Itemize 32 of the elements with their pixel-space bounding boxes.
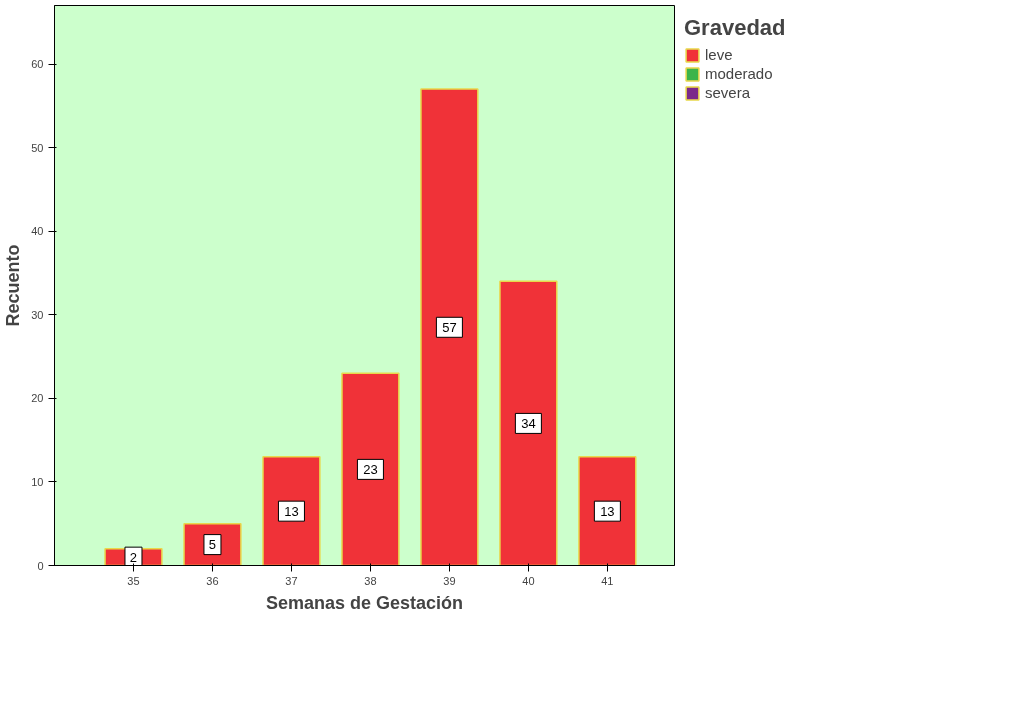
legend-label: leve: [705, 46, 733, 63]
x-axis-title: Semanas de Gestación: [265, 592, 464, 613]
bar: [499, 280, 558, 566]
bar: [341, 372, 400, 566]
data-label: 2: [129, 549, 138, 565]
y-tick-label: 30: [31, 308, 44, 321]
y-tick-label: 50: [31, 141, 44, 154]
x-tick-label: 38: [364, 574, 377, 587]
legend-title: Gravedad: [684, 15, 786, 41]
data-label: 13: [600, 503, 615, 519]
bar: [420, 88, 479, 566]
x-tick-label: 40: [522, 574, 535, 587]
legend-label: severa: [705, 84, 751, 101]
y-tick-label: 0: [37, 559, 44, 572]
y-tick-label: 20: [31, 392, 44, 405]
y-axis-title: Recuento: [3, 244, 24, 327]
data-label: 5: [208, 537, 217, 553]
y-tick-label: 40: [31, 225, 44, 238]
y-tick-label: 60: [31, 58, 44, 71]
x-tick-label: 41: [601, 574, 614, 587]
x-tick-label: 39: [443, 574, 456, 587]
data-label: 34: [521, 415, 536, 431]
x-tick-label: 37: [285, 574, 298, 587]
data-label: 23: [363, 461, 378, 477]
data-label: 13: [284, 503, 299, 519]
y-tick-label: 10: [31, 475, 44, 488]
data-label: 57: [442, 319, 457, 335]
legend-label: moderado: [705, 65, 773, 82]
x-tick-label: 36: [206, 574, 219, 587]
bar: [578, 456, 637, 566]
x-tick-label: 35: [127, 574, 140, 587]
bar: [262, 456, 321, 566]
